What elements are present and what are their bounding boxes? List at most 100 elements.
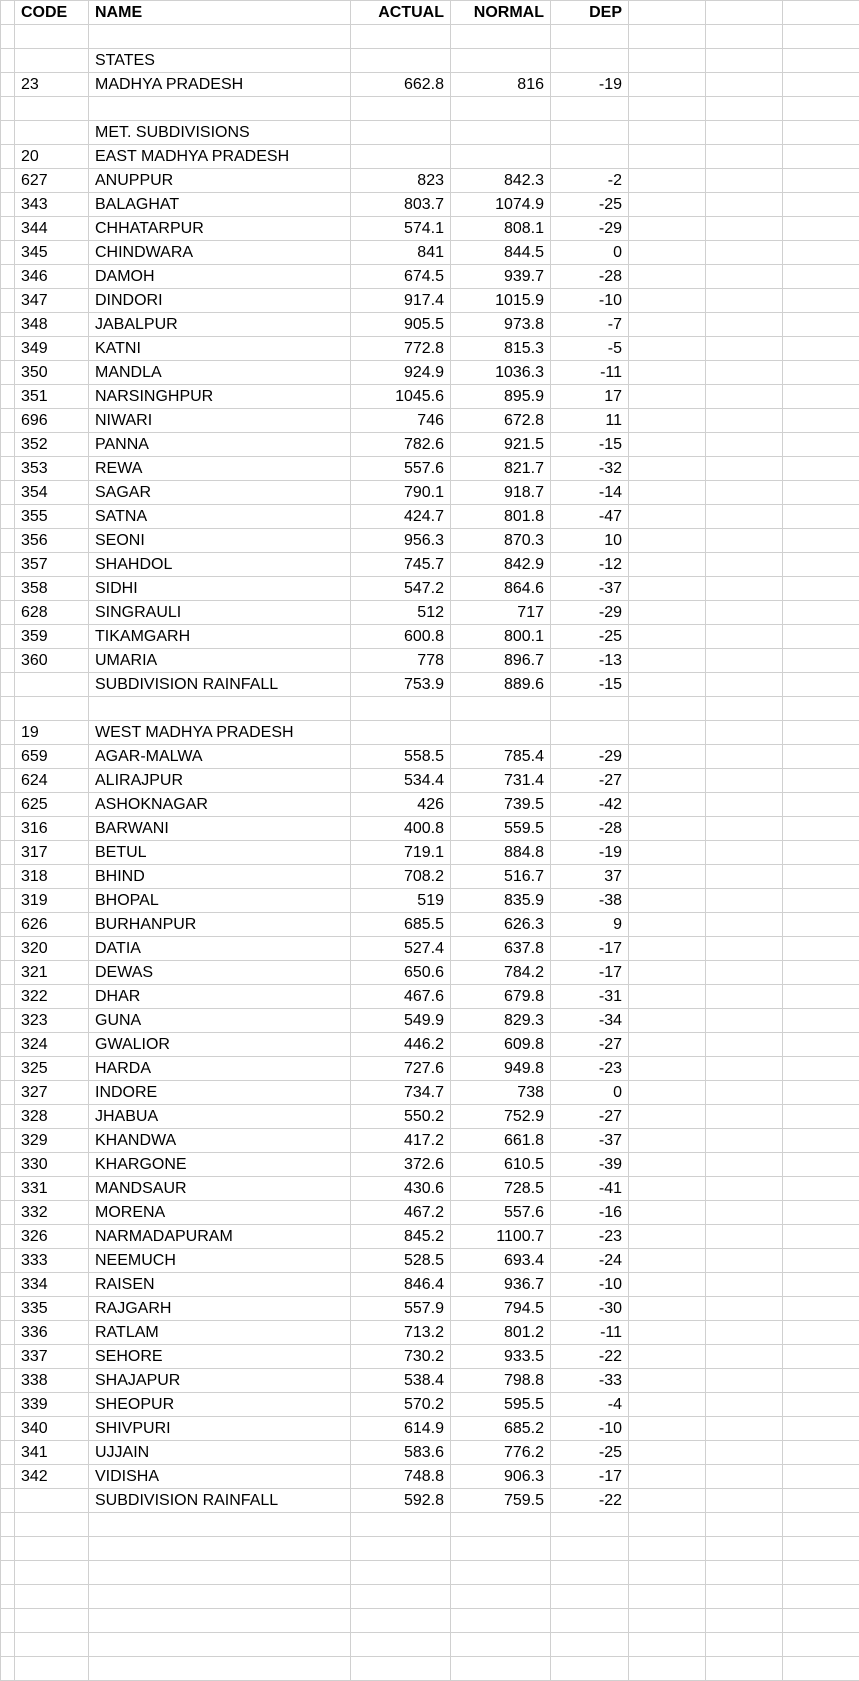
cell-dep[interactable]: -29	[551, 745, 629, 769]
cell-empty[interactable]	[783, 1441, 859, 1465]
cell-empty[interactable]	[629, 505, 706, 529]
cell-empty[interactable]	[706, 721, 783, 745]
cell-empty[interactable]	[783, 145, 859, 169]
table-row[interactable]: 331MANDSAUR430.6728.5-41	[1, 1177, 859, 1201]
cell-empty[interactable]	[629, 1465, 706, 1489]
cell-actual[interactable]: 746	[351, 409, 451, 433]
cell-actual[interactable]: 924.9	[351, 361, 451, 385]
cell-name[interactable]: EAST MADHYA PRADESH	[89, 145, 351, 169]
cell-name[interactable]: TIKAMGARH	[89, 625, 351, 649]
cell-dep[interactable]	[551, 1657, 629, 1681]
cell-code[interactable]	[15, 121, 89, 145]
cell-code[interactable]	[15, 25, 89, 49]
cell-empty[interactable]	[783, 745, 859, 769]
table-row[interactable]: 351NARSINGHPUR1045.6895.917	[1, 385, 859, 409]
cell-empty[interactable]	[706, 217, 783, 241]
cell-code[interactable]	[15, 1561, 89, 1585]
cell-name[interactable]: SAGAR	[89, 481, 351, 505]
cell-normal[interactable]: 801.2	[451, 1321, 551, 1345]
cell-empty[interactable]	[783, 913, 859, 937]
cell-empty[interactable]	[783, 649, 859, 673]
cell-empty[interactable]	[783, 1561, 859, 1585]
cell-empty[interactable]	[629, 289, 706, 313]
cell-name[interactable]: CHINDWARA	[89, 241, 351, 265]
cell-dep[interactable]: -33	[551, 1369, 629, 1393]
cell-empty[interactable]	[706, 745, 783, 769]
cell-code[interactable]	[15, 1609, 89, 1633]
cell-code[interactable]	[15, 1537, 89, 1561]
cell-empty[interactable]	[629, 1441, 706, 1465]
cell-empty[interactable]	[706, 1393, 783, 1417]
cell-empty[interactable]	[783, 1633, 859, 1657]
cell-empty[interactable]	[629, 337, 706, 361]
cell-code[interactable]: 340	[15, 1417, 89, 1441]
cell-normal[interactable]	[451, 49, 551, 73]
cell-normal[interactable]	[451, 1657, 551, 1681]
cell-normal[interactable]: 609.8	[451, 1033, 551, 1057]
cell-normal[interactable]: 752.9	[451, 1105, 551, 1129]
cell-normal[interactable]	[451, 697, 551, 721]
cell-empty[interactable]	[706, 145, 783, 169]
cell-empty[interactable]	[783, 1417, 859, 1441]
table-row[interactable]: 659AGAR-MALWA558.5785.4-29	[1, 745, 859, 769]
cell-empty[interactable]	[629, 793, 706, 817]
cell-dep[interactable]: -38	[551, 889, 629, 913]
table-row[interactable]	[1, 1609, 859, 1633]
table-row[interactable]: 335RAJGARH557.9794.5-30	[1, 1297, 859, 1321]
cell-dep[interactable]: 0	[551, 1081, 629, 1105]
cell-normal[interactable]: 835.9	[451, 889, 551, 913]
table-row[interactable]: 23MADHYA PRADESH662.8816-19	[1, 73, 859, 97]
cell-empty[interactable]	[706, 1177, 783, 1201]
cell-empty[interactable]	[706, 1369, 783, 1393]
cell-normal[interactable]: 610.5	[451, 1153, 551, 1177]
cell-code[interactable]: 322	[15, 985, 89, 1009]
cell-dep[interactable]: -31	[551, 985, 629, 1009]
cell-name[interactable]: ASHOKNAGAR	[89, 793, 351, 817]
cell-code[interactable]: 347	[15, 289, 89, 313]
cell-empty[interactable]	[706, 169, 783, 193]
cell-normal[interactable]: 844.5	[451, 241, 551, 265]
cell-code[interactable]: 320	[15, 937, 89, 961]
cell-empty[interactable]	[783, 1513, 859, 1537]
cell-code[interactable]: 326	[15, 1225, 89, 1249]
cell-code[interactable]	[15, 1513, 89, 1537]
cell-actual[interactable]	[351, 697, 451, 721]
cell-normal[interactable]: 939.7	[451, 265, 551, 289]
cell-empty[interactable]	[706, 841, 783, 865]
cell-actual[interactable]: 527.4	[351, 937, 451, 961]
table-row[interactable]: 347DINDORI917.41015.9-10	[1, 289, 859, 313]
cell-empty[interactable]	[706, 649, 783, 673]
cell-name[interactable]: MORENA	[89, 1201, 351, 1225]
cell-actual[interactable]: 753.9	[351, 673, 451, 697]
table-row[interactable]: 357SHAHDOL745.7842.9-12	[1, 553, 859, 577]
table-row[interactable]: 320DATIA527.4637.8-17	[1, 937, 859, 961]
cell-empty[interactable]	[783, 673, 859, 697]
table-row[interactable]: 343BALAGHAT803.71074.9-25	[1, 193, 859, 217]
cell-empty[interactable]	[706, 1609, 783, 1633]
cell-name[interactable]: STATES	[89, 49, 351, 73]
cell-normal[interactable]: 933.5	[451, 1345, 551, 1369]
cell-name[interactable]: SINGRAULI	[89, 601, 351, 625]
cell-dep[interactable]: 17	[551, 385, 629, 409]
cell-empty[interactable]	[783, 985, 859, 1009]
header-actual[interactable]: ACTUAL	[351, 1, 451, 25]
cell-name[interactable]: KHANDWA	[89, 1129, 351, 1153]
cell-code[interactable]: 342	[15, 1465, 89, 1489]
cell-code[interactable]: 324	[15, 1033, 89, 1057]
cell-empty[interactable]	[629, 97, 706, 121]
cell-empty[interactable]	[783, 529, 859, 553]
cell-name[interactable]: MADHYA PRADESH	[89, 73, 351, 97]
table-row[interactable]	[1, 1561, 859, 1585]
cell-normal[interactable]: 776.2	[451, 1441, 551, 1465]
cell-actual[interactable]: 547.2	[351, 577, 451, 601]
cell-empty[interactable]	[783, 697, 859, 721]
cell-code[interactable]: 316	[15, 817, 89, 841]
cell-code[interactable]: 339	[15, 1393, 89, 1417]
cell-actual[interactable]: 538.4	[351, 1369, 451, 1393]
cell-empty[interactable]	[629, 1393, 706, 1417]
cell-actual[interactable]: 841	[351, 241, 451, 265]
cell-actual[interactable]: 519	[351, 889, 451, 913]
cell-actual[interactable]	[351, 1633, 451, 1657]
cell-code[interactable]: 346	[15, 265, 89, 289]
cell-empty[interactable]	[706, 1513, 783, 1537]
